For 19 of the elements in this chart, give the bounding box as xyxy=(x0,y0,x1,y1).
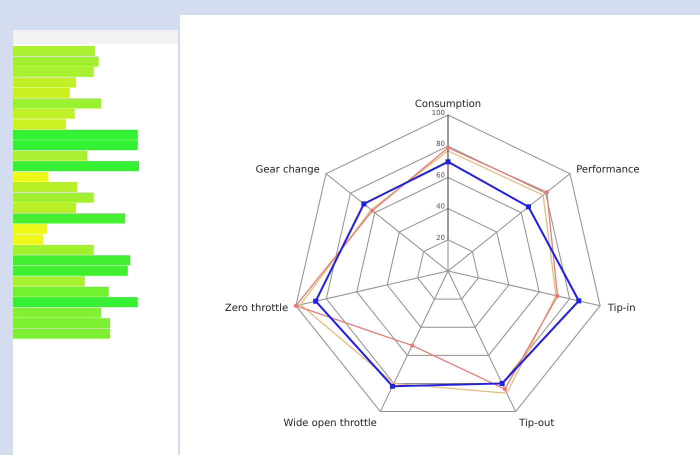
spoke-label: Gear change xyxy=(256,164,320,176)
bar xyxy=(13,98,102,108)
bar xyxy=(13,172,48,182)
bar xyxy=(13,286,109,297)
spoke-label: Performance xyxy=(576,164,640,176)
bar xyxy=(13,192,94,202)
bar xyxy=(13,297,138,308)
spoke-label: Zero throttle xyxy=(224,303,288,314)
spoke-label: Wide open throttle xyxy=(284,418,377,429)
bar xyxy=(13,202,76,213)
spoke-label: Consumption xyxy=(414,99,482,110)
bar xyxy=(13,150,88,161)
bar xyxy=(13,161,139,172)
spoke-label: Tip-out xyxy=(518,418,554,429)
bar xyxy=(13,213,126,224)
spoke-label: Tip-in xyxy=(606,303,636,314)
bar xyxy=(13,182,78,192)
bar xyxy=(13,276,85,286)
bar xyxy=(13,244,94,255)
